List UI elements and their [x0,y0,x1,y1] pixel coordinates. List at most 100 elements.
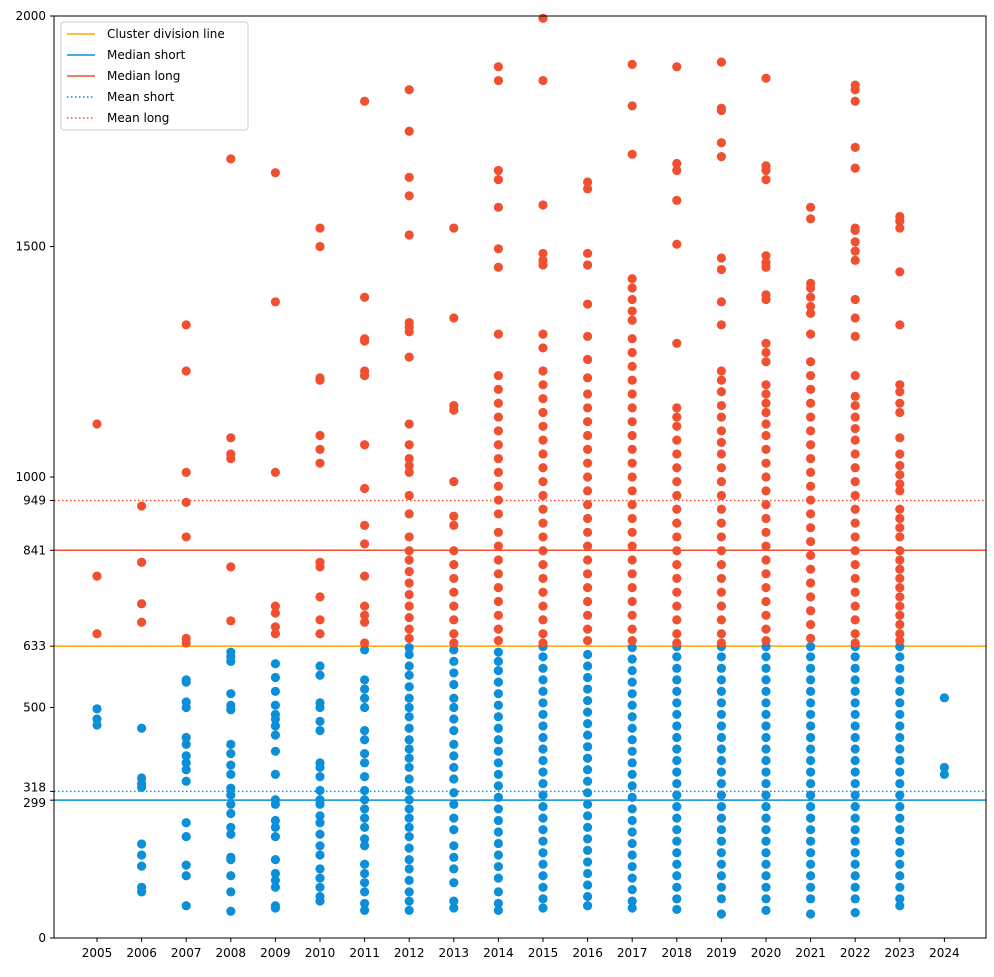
long-point [806,592,816,602]
long-point [672,165,682,176]
long-point [627,555,637,565]
x-tick-label: 2010 [305,946,336,960]
long-point [672,338,682,348]
long-point [315,629,325,639]
short-point [226,705,236,715]
short-point [939,769,950,779]
short-point [493,666,503,676]
long-point [716,490,727,501]
short-point [850,698,860,708]
short-point [226,689,236,699]
long-point [270,467,280,477]
short-point [627,850,637,860]
long-point [404,633,414,643]
long-point [895,592,905,602]
short-point [360,905,370,915]
long-point [627,636,637,646]
y-axis: 0 299 318 500 633 841 949 1000 1500 2000 [15,9,54,945]
short-point [583,788,593,798]
short-point [360,725,370,736]
short-point [850,813,860,823]
short-point [449,693,459,703]
short-point [449,668,459,678]
short-point [895,882,905,892]
short-point [315,762,325,773]
short-point [806,663,816,673]
short-point [270,746,280,756]
legend-label: Median long [107,69,180,83]
long-point [672,158,682,169]
short-point [583,649,593,660]
short-point [939,693,950,703]
long-point [404,490,414,501]
long-point [895,216,905,226]
long-point [850,435,860,445]
long-point [850,601,860,611]
short-point [850,709,860,720]
long-point [627,315,637,325]
short-point [538,778,548,789]
short-point [449,864,459,874]
short-point [449,762,459,773]
long-point [716,601,727,611]
short-point [716,675,727,685]
long-point [806,481,816,491]
short-point [226,790,236,800]
short-point [806,642,816,652]
long-point [404,85,414,95]
long-point [895,532,905,542]
y-tick-label: 841 [23,543,46,557]
long-point [850,532,860,542]
long-point [672,62,682,72]
short-point [315,873,325,883]
legend-label: Cluster division line [107,27,225,41]
long-point [806,564,816,574]
short-point [181,831,191,842]
short-point [583,753,593,763]
long-point [716,138,727,148]
short-point [895,686,905,696]
long-point [583,417,593,427]
short-point [449,751,459,761]
long-point [583,177,593,187]
short-point [806,848,816,858]
long-point [538,490,548,501]
x-tick-label: 2005 [82,946,113,960]
long-point [360,336,370,346]
short-point [404,855,414,865]
short-point [181,758,191,768]
long-point [806,453,816,464]
short-point [672,848,682,858]
long-point [583,444,593,454]
short-point [761,652,771,662]
long-point [627,294,637,305]
long-point [806,301,816,312]
short-point [270,822,280,832]
short-point [538,721,548,731]
long-point [538,532,548,542]
short-point [270,659,280,669]
short-point [360,834,370,844]
long-point [493,453,503,464]
long-point [360,483,370,494]
long-point [850,477,860,487]
long-point [583,403,593,413]
short-point [226,656,236,667]
short-point [583,834,593,844]
long-point [806,214,816,224]
short-point [226,783,236,793]
long-point [672,629,682,639]
short-point [627,781,637,791]
long-point [850,391,860,401]
long-point [850,246,860,256]
long-point [493,244,503,254]
long-point [493,541,503,551]
short-point [360,749,370,759]
short-point [895,871,905,881]
long-point [627,274,637,284]
short-point [850,732,860,743]
long-point [672,490,682,501]
long-point [672,449,682,459]
long-point [315,615,325,625]
